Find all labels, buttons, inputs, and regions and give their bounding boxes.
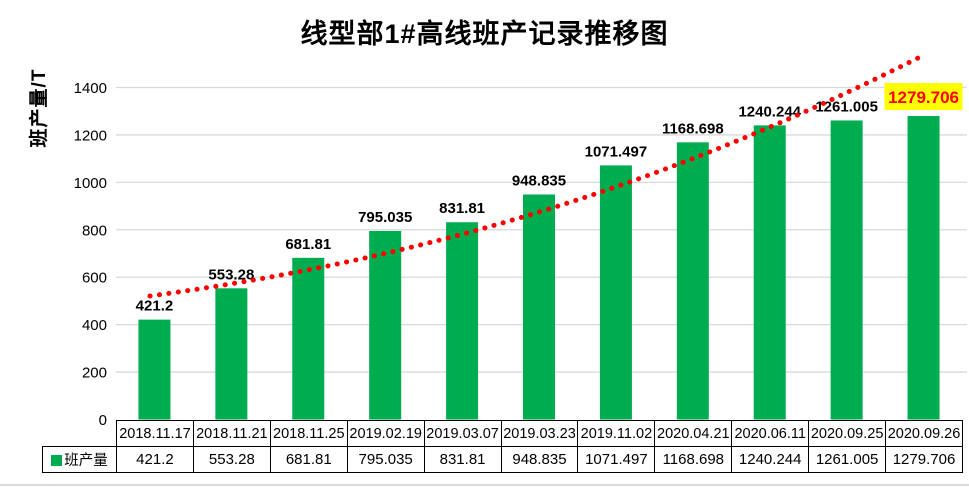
date-cell: 2019.02.19 — [346, 420, 425, 447]
highlight-label-background — [884, 83, 963, 111]
y-tick-label: 1200 — [74, 127, 107, 144]
value-cell: 553.28 — [192, 446, 271, 473]
bar-value-label: 795.035 — [358, 209, 412, 226]
y-tick-label: 1400 — [74, 80, 107, 97]
legend-label: 班产量 — [64, 453, 108, 469]
bar-2020.04.21[interactable] — [676, 142, 709, 420]
data-table: 2018.11.17 2018.11.21 2018.11.25 2019.02.19… — [42, 420, 963, 473]
value-cell: 1071.497 — [577, 446, 656, 473]
value-cell: 681.81 — [269, 446, 348, 473]
value-cell: 795.035 — [346, 446, 425, 473]
highlighted-bar-value-label: 1279.706 — [888, 88, 959, 107]
bar-2020.09.26[interactable] — [907, 116, 940, 420]
date-cell: 2018.11.17 — [116, 420, 194, 447]
bar-2020.09.25[interactable] — [830, 120, 863, 420]
bar-2019.03.23[interactable] — [523, 194, 555, 420]
bar-2018.11.25[interactable] — [292, 257, 325, 420]
value-cell: 421.2 — [116, 446, 194, 473]
date-cell: 2020.09.26 — [885, 420, 963, 447]
value-cell: 1168.698 — [654, 446, 733, 473]
value-cell: 1261.005 — [808, 446, 887, 473]
value-cell: 948.835 — [500, 446, 579, 473]
bar-2019.03.07[interactable] — [446, 222, 479, 420]
y-tick-label: 400 — [82, 317, 107, 334]
bar-value-label: 553.28 — [208, 266, 254, 283]
table-corner-spacer — [43, 421, 117, 447]
bar-value-label: 1240.244 — [738, 103, 801, 120]
bar-2019.11.02[interactable] — [599, 165, 632, 420]
bar-value-label: 681.81 — [285, 236, 331, 253]
date-cell: 2019.03.07 — [423, 420, 502, 447]
trendline[interactable] — [147, 55, 921, 299]
value-cell: 831.81 — [423, 446, 502, 473]
y-tick-label: 200 — [82, 365, 107, 382]
value-cell: 1240.244 — [731, 446, 810, 473]
y-tick-label: 0 — [99, 412, 107, 429]
bar-value-label: 421.2 — [136, 298, 174, 315]
date-cell: 2020.04.21 — [654, 420, 733, 447]
bar-value-label: 831.81 — [439, 200, 485, 217]
y-tick-label: 1000 — [74, 175, 107, 192]
date-cell: 2019.03.23 — [500, 420, 579, 447]
bar-2018.11.21[interactable] — [215, 288, 248, 420]
value-cell: 1279.706 — [885, 446, 963, 473]
bar-value-label: 1261.005 — [815, 98, 878, 115]
bar-2019.02.19[interactable] — [369, 230, 402, 420]
bar-2018.11.17[interactable] — [138, 319, 171, 420]
y-tick-label: 800 — [82, 222, 107, 239]
date-cell: 2018.11.21 — [192, 420, 271, 447]
bottom-divider — [0, 484, 969, 486]
chart-title: 线型部1#高线班产记录推移图 — [300, 19, 669, 49]
date-cell: 2020.09.25 — [808, 420, 887, 447]
bar-value-label: 948.835 — [512, 172, 566, 189]
bar-2020.06.11[interactable] — [753, 125, 786, 420]
legend-series[interactable]: 班产量 — [42, 446, 117, 473]
bar-value-label: 1071.497 — [585, 143, 648, 160]
date-cell: 2019.11.02 — [577, 420, 656, 447]
bar-value-label: 1168.698 — [662, 120, 724, 137]
y-tick-label: 600 — [82, 270, 107, 287]
legend-swatch-icon — [51, 455, 63, 466]
date-cell: 2018.11.25 — [269, 420, 348, 447]
date-cell: 2020.06.11 — [731, 420, 810, 447]
